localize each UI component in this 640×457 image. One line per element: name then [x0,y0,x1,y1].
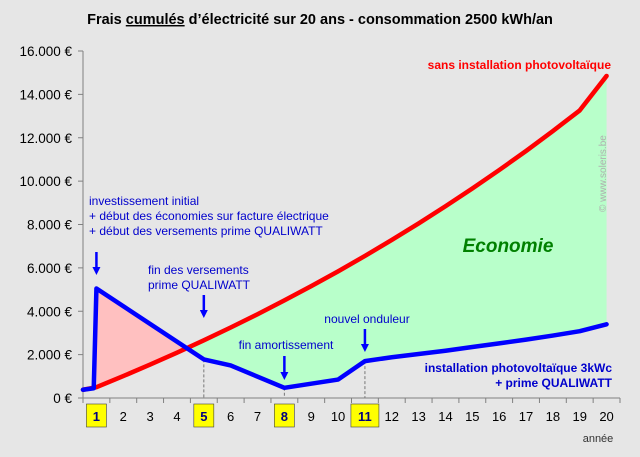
x-tick-label: 10 [331,409,345,424]
chart-title: Frais cumulés d’électricité sur 20 ans -… [87,12,553,28]
y-tick-label: 12.000 € [19,131,72,146]
series-line-without-pv [80,73,609,393]
x-tick-label: 19 [572,409,586,424]
x-tick-highlight [86,403,107,428]
x-tick-label: 11 [358,409,372,424]
x-tick-label: 12 [385,409,399,424]
savings-area-label: Economie [463,236,554,257]
x-tick-label: 6 [227,409,234,424]
annotation-payback: fin amortissement [239,338,334,352]
savings-area [186,75,607,388]
x-tick-label: 9 [308,409,315,424]
x-tick-label: 8 [281,409,288,424]
watermark: © www.soleris.be [598,135,609,212]
x-tick-label: 4 [173,409,180,424]
x-axis-label: année [583,433,614,445]
y-tick-label: 2.000 € [27,348,73,363]
x-tick-label: 13 [411,409,425,424]
x-tick-highlight [274,403,295,428]
x-tick-label: 5 [200,409,207,424]
axes-layer: 0 € 2.000 € 4.000 € 6.000 € 8.000 € 10.000 € 1… [19,44,621,428]
x-tick-highlight [193,403,215,428]
x-tick-label: 14 [438,409,452,424]
x-tick-label: 16 [492,409,506,424]
y-tick-label: 8.000 € [27,218,73,233]
y-tick-label: 4.000 € [27,304,73,319]
series-layer [80,73,609,393]
y-tick-label: 14.000 € [19,87,72,102]
loss-area [96,288,187,388]
x-tick-label: 17 [519,409,533,424]
x-tick-label: 20 [599,409,613,424]
annotation-initial-investment: investissement initial + début des économ… [89,194,329,238]
x-tick-label: 2 [120,409,127,424]
x-tick-label: 15 [465,409,479,424]
area-layer [96,75,607,388]
label-layer: sans installation photovoltaïque installa… [89,58,613,390]
y-tick-label: 6.000 € [27,261,73,276]
annotation-end-of-payments: fin des versements prime QUALIWATT [148,263,251,292]
y-tick-label: 16.000 € [19,44,72,59]
series-line-with-pv [80,286,609,393]
x-tick-label: 1 [93,409,100,424]
x-tick-highlight [350,403,380,428]
x-tick-label: 3 [147,409,154,424]
y-tick-label: 0 € [53,391,72,406]
x-tick-label: 18 [546,409,560,424]
series-label-with-pv: installation photovoltaïque 3kWc + prime … [425,361,613,390]
series-label-without-pv: sans installation photovoltaïque [428,58,612,72]
y-tick-label: 10.000 € [19,174,72,189]
x-tick-label: 7 [254,409,261,424]
annotation-new-inverter: nouvel onduleur [324,312,409,326]
